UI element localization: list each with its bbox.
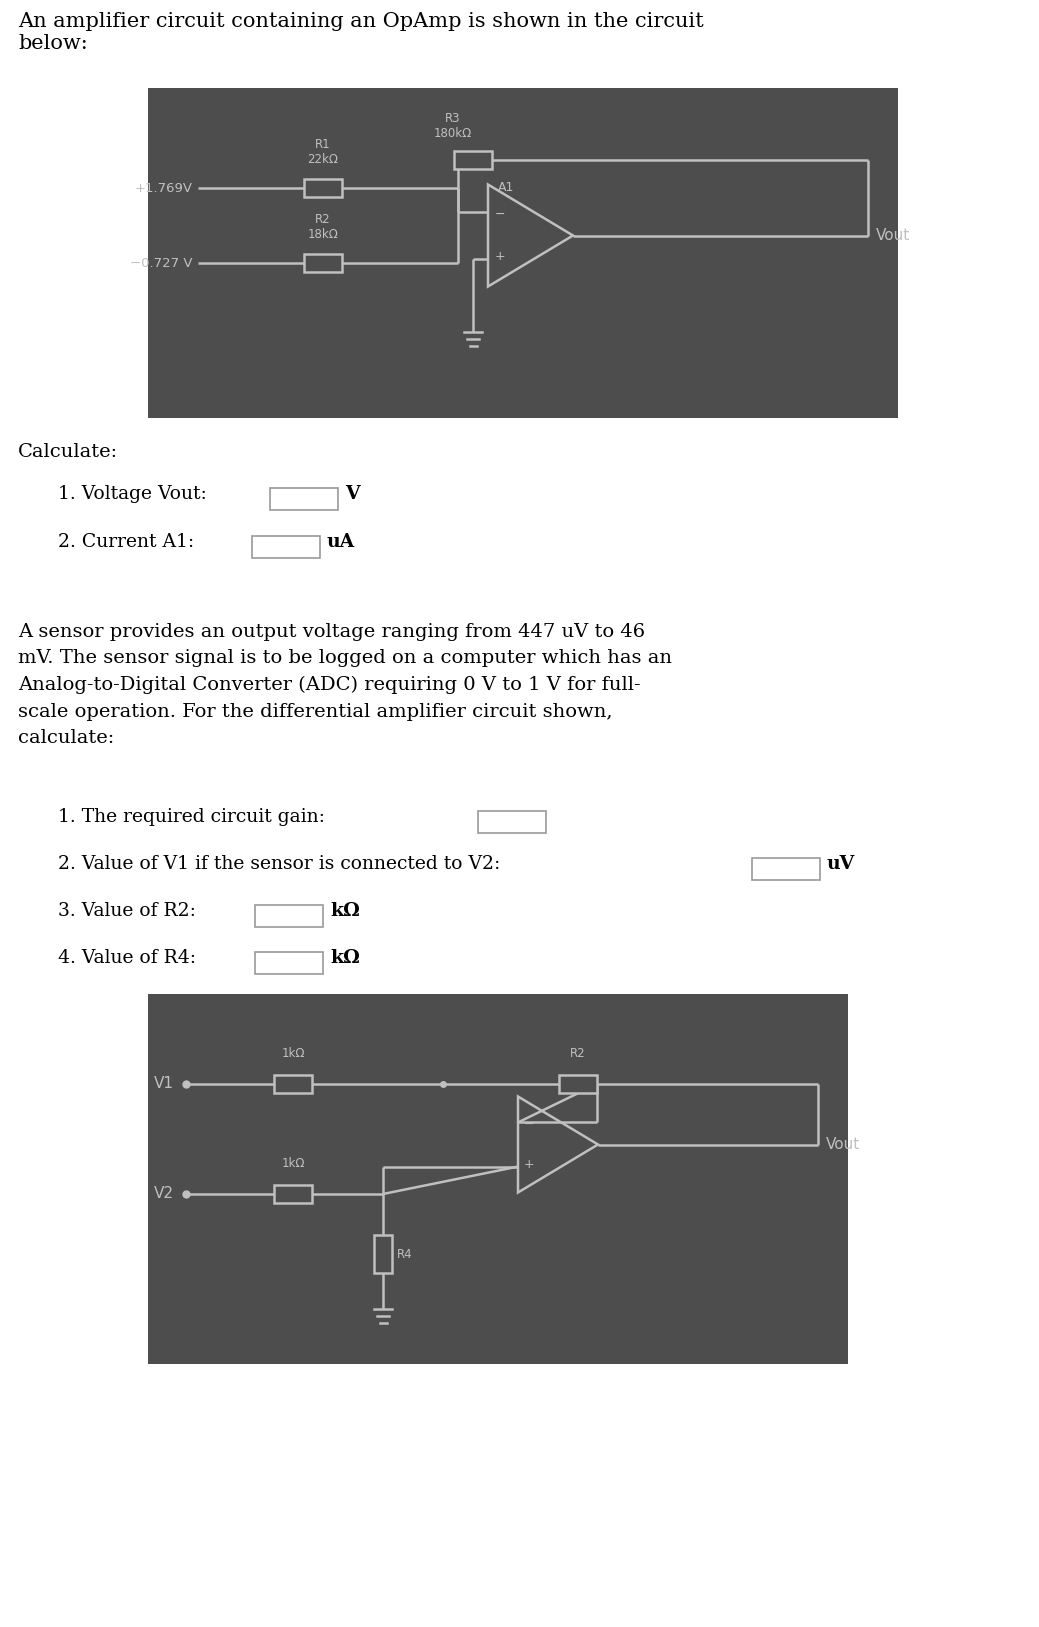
Text: +: + <box>495 251 506 264</box>
Bar <box>274 1184 312 1202</box>
Text: 2. Current A1:: 2. Current A1: <box>58 534 194 552</box>
Text: −0.727 V: −0.727 V <box>131 257 193 270</box>
Bar <box>148 994 848 1363</box>
Bar <box>559 1075 597 1093</box>
Text: −: − <box>524 1118 534 1131</box>
Text: An amplifier circuit containing an OpAmp is shown in the circuit
below:: An amplifier circuit containing an OpAmp… <box>18 11 703 54</box>
Bar <box>304 254 342 272</box>
Bar <box>374 1235 392 1272</box>
Text: Vout: Vout <box>826 1137 860 1152</box>
Bar <box>752 857 820 880</box>
Text: A sensor provides an output voltage ranging from 447 uV to 46
mV. The sensor sig: A sensor provides an output voltage rang… <box>18 623 672 747</box>
Bar <box>148 88 898 418</box>
Bar <box>252 535 320 558</box>
Text: 1. Voltage Vout:: 1. Voltage Vout: <box>58 485 207 503</box>
Text: kΩ: kΩ <box>330 949 359 966</box>
Text: uV: uV <box>827 856 855 874</box>
Bar <box>454 151 492 169</box>
Text: −: − <box>495 208 506 221</box>
Text: R4: R4 <box>397 1248 412 1261</box>
Bar <box>255 952 323 975</box>
Bar <box>478 810 547 833</box>
Text: 1kΩ: 1kΩ <box>282 1157 304 1170</box>
Text: kΩ: kΩ <box>330 901 359 919</box>
Bar <box>270 488 338 509</box>
Text: 3. Value of R2:: 3. Value of R2: <box>58 901 196 919</box>
Text: R1
22kΩ: R1 22kΩ <box>308 138 339 166</box>
Bar <box>304 179 342 197</box>
Text: Vout: Vout <box>876 228 910 242</box>
Bar <box>255 905 323 927</box>
Text: 1kΩ: 1kΩ <box>282 1048 304 1061</box>
Text: 1. The required circuit gain:: 1. The required circuit gain: <box>58 809 325 827</box>
Text: V2: V2 <box>154 1186 174 1201</box>
Text: R3
180kΩ: R3 180kΩ <box>434 112 472 140</box>
Bar <box>274 1075 312 1093</box>
Text: R2
18kΩ: R2 18kΩ <box>308 213 339 241</box>
Text: V1: V1 <box>154 1077 174 1092</box>
Text: +1.769V: +1.769V <box>135 182 193 195</box>
Text: V: V <box>345 485 359 503</box>
Text: 2. Value of V1 if the sensor is connected to V2:: 2. Value of V1 if the sensor is connecte… <box>58 856 500 874</box>
Text: R2: R2 <box>570 1048 586 1061</box>
Text: A1: A1 <box>498 181 514 194</box>
Text: +: + <box>524 1158 535 1171</box>
Text: uA: uA <box>327 534 355 552</box>
Text: Calculate:: Calculate: <box>18 443 118 460</box>
Text: 4. Value of R4:: 4. Value of R4: <box>58 949 196 966</box>
